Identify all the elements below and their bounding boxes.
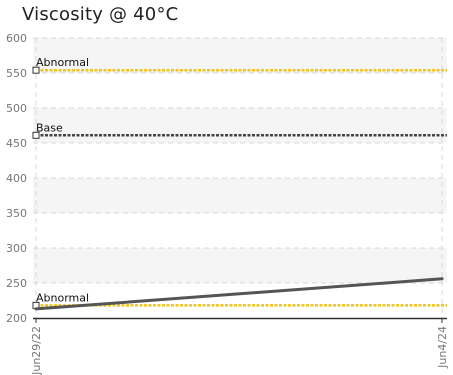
- reference-label: Abnormal: [36, 56, 89, 69]
- y-tick-label: 400: [6, 172, 27, 185]
- reference-label: Base: [36, 121, 63, 134]
- y-tick-label: 350: [6, 207, 27, 220]
- x-tick-label: Jun4/24: [436, 326, 449, 369]
- plot-band: [33, 248, 447, 283]
- axes: [33, 317, 447, 323]
- y-tick-label: 200: [6, 312, 27, 325]
- y-tick-labels: 200 250 300 350 400 450 500 550 600: [6, 32, 27, 325]
- y-tick-label: 450: [6, 137, 27, 150]
- x-tick-labels: Jun29/22 Jun4/24: [30, 326, 449, 375]
- reference-lines: Abnormal Base Abnormal: [32, 56, 447, 309]
- y-tick-label: 300: [6, 242, 27, 255]
- series-line: [34, 277, 444, 311]
- plot-band: [33, 108, 447, 143]
- series-lines: [34, 277, 444, 311]
- y-tick-label: 550: [6, 67, 27, 80]
- reference-marker: [32, 66, 40, 74]
- y-tick-label: 500: [6, 102, 27, 115]
- y-tick-label: 250: [6, 277, 27, 290]
- plot-bands: [33, 38, 447, 283]
- reference-label: Abnormal: [36, 291, 89, 304]
- reference-marker: [32, 131, 40, 139]
- x-tick-label: Jun29/22: [30, 326, 43, 375]
- chart-title: Viscosity @ 40°C: [22, 4, 179, 25]
- y-tick-label: 600: [6, 32, 27, 45]
- plot-band: [33, 178, 447, 213]
- plot-band: [33, 38, 447, 73]
